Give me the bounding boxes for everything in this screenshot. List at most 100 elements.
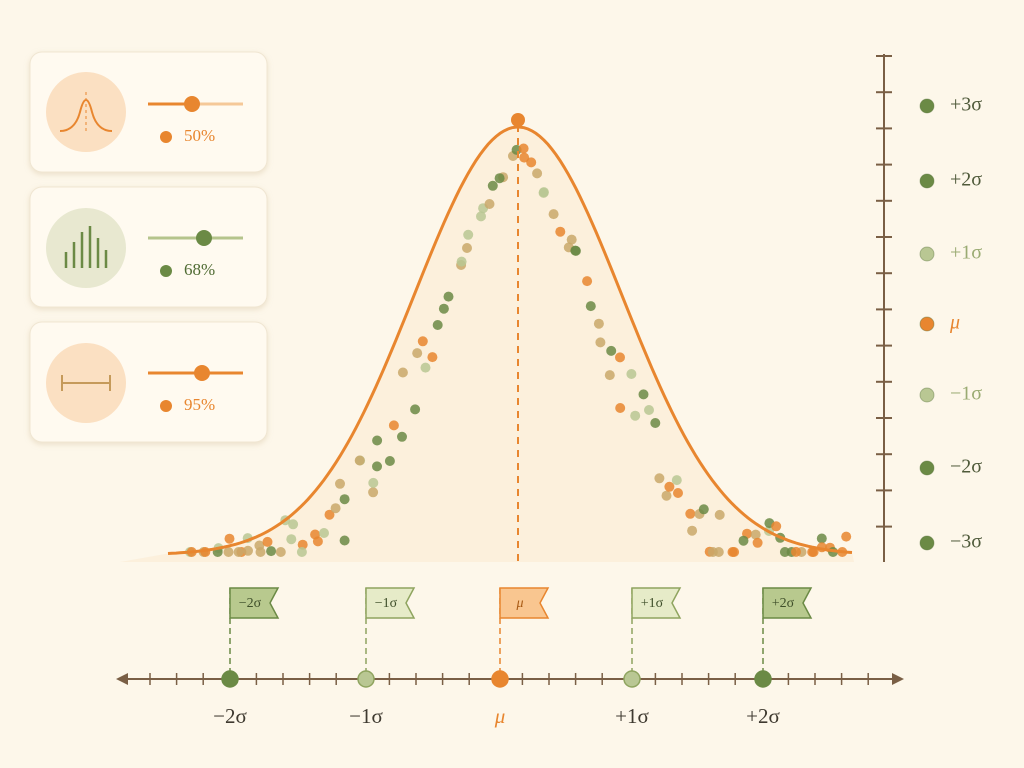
dot [354, 455, 365, 466]
flag [631, 587, 682, 619]
dot [673, 488, 683, 498]
peak-dot [511, 113, 525, 127]
dot [432, 320, 443, 330]
dot [412, 348, 423, 359]
dot [255, 547, 266, 557]
dot [368, 477, 379, 488]
dot [484, 199, 495, 209]
legend-label: −2σ [950, 456, 982, 478]
dot [630, 410, 641, 421]
axis-label: μ [494, 704, 506, 728]
dot [427, 352, 438, 363]
card-value: 68% [184, 260, 215, 279]
axis-label: −2σ [213, 704, 247, 728]
dot [566, 234, 577, 245]
flag [365, 587, 416, 619]
dot [388, 420, 399, 431]
dot [771, 521, 782, 532]
dot [538, 187, 549, 198]
card-dot [160, 400, 172, 412]
legend-label: −1σ [950, 383, 982, 405]
dot [319, 528, 329, 538]
dot [324, 509, 335, 520]
dot [262, 536, 273, 547]
card-icon [46, 208, 126, 288]
flag-label: −2σ [239, 596, 262, 611]
dot [595, 337, 606, 348]
axis-point [221, 670, 239, 688]
icon-bars [64, 226, 108, 268]
card-value: 50% [184, 126, 215, 145]
right-ticks [876, 55, 892, 528]
dot [791, 546, 801, 557]
dot [420, 362, 431, 373]
dot [310, 529, 321, 540]
legend-label: μ [949, 312, 960, 334]
flag [762, 587, 813, 619]
flag-label: μ [515, 596, 523, 611]
dot [661, 490, 672, 501]
dot [807, 547, 818, 557]
slider-knob[interactable] [196, 230, 212, 246]
dot [243, 545, 253, 556]
dot [671, 475, 682, 486]
dot [738, 535, 749, 546]
dot [410, 404, 421, 415]
legend-dot [919, 246, 935, 262]
dot [644, 405, 654, 415]
dot [615, 352, 625, 363]
card-dot [160, 131, 172, 143]
dot [664, 481, 675, 492]
card-dot [160, 265, 172, 277]
dot [518, 143, 529, 154]
dot [296, 547, 307, 557]
slider-knob[interactable] [184, 96, 200, 112]
dot [779, 547, 790, 557]
dot [476, 211, 486, 222]
axis-label: +2σ [746, 704, 780, 728]
dot [286, 534, 297, 545]
flags: −2σ −2σ −1σ −1σ μ μ +1σ +1σ +2σ +2σ [213, 587, 813, 728]
dot [548, 209, 559, 220]
dot [463, 229, 474, 240]
dot [555, 226, 566, 237]
slider-knob[interactable] [194, 365, 210, 381]
dot [685, 508, 696, 519]
dot [606, 345, 617, 356]
legend-label: +1σ [950, 242, 982, 264]
dot [266, 546, 277, 557]
dot [750, 529, 761, 540]
legend-dot [919, 98, 935, 114]
dot [585, 301, 596, 312]
icon-interval [61, 375, 111, 391]
dot [397, 367, 408, 378]
card-value: 95% [184, 395, 215, 414]
dot [368, 487, 379, 498]
dot [650, 418, 661, 428]
flag-label: −1σ [375, 596, 398, 611]
axis-label: −1σ [349, 704, 383, 728]
dot [339, 535, 350, 546]
axis-point [357, 670, 375, 688]
dot [494, 173, 505, 184]
dot [275, 547, 286, 557]
flag [499, 587, 550, 619]
dot [438, 303, 449, 314]
dot [224, 533, 235, 544]
dot [570, 245, 581, 256]
dot [335, 478, 345, 489]
legend-label: +3σ [950, 94, 982, 116]
dot [487, 180, 498, 191]
dot [698, 504, 709, 515]
legend: +3σ +2σ +1σ μ −1σ −2σ −3σ [919, 94, 982, 553]
dot [582, 276, 593, 287]
dot [713, 547, 724, 557]
axis-point [754, 670, 772, 688]
flag-label: +1σ [641, 596, 664, 611]
dot [638, 389, 649, 400]
axis-point [491, 670, 509, 688]
dot [816, 533, 827, 544]
dot [654, 473, 665, 484]
dot [339, 494, 350, 505]
dot [372, 461, 382, 472]
